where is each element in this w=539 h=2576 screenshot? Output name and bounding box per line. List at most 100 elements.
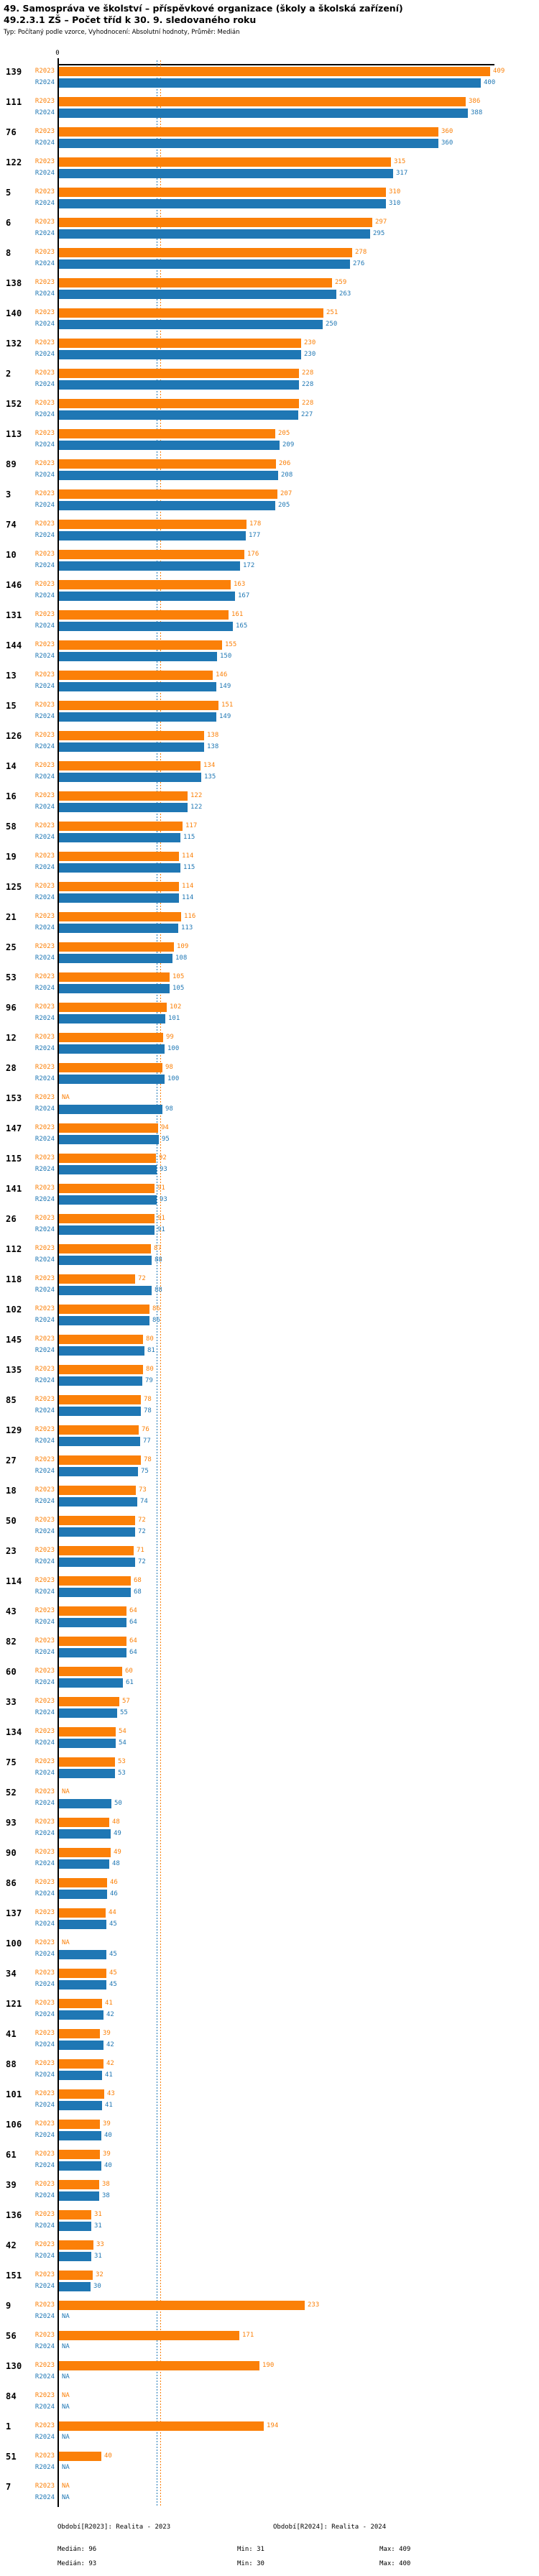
series-label-r2024: R2024 (34, 1860, 55, 1867)
series-label-r2023: R2023 (34, 1486, 55, 1494)
series-label-r2023: R2023 (34, 1909, 55, 1916)
category-label: 96 (6, 1003, 17, 1013)
value-label: 42 (106, 2060, 114, 2067)
category-label: 50 (6, 1516, 17, 1526)
value-label: 33 (96, 2241, 104, 2248)
value-label: 251 (326, 309, 338, 316)
category-label: 130 (6, 2361, 22, 2371)
stat-min-2023: Min: 31 (237, 2546, 264, 2553)
bar-r2023 (59, 731, 204, 740)
value-label: 31 (94, 2211, 102, 2218)
series-label-r2024: R2024 (34, 2071, 55, 2079)
series-label-r2023: R2023 (34, 551, 55, 558)
value-label: 150 (220, 653, 232, 660)
series-label-r2024: R2024 (34, 1166, 55, 1173)
bar-r2023 (59, 1425, 139, 1435)
value-label: 400 (484, 79, 496, 86)
bar-r2024 (59, 1890, 107, 1899)
series-label-r2024: R2024 (34, 2464, 55, 2471)
bar-r2024 (59, 229, 370, 239)
value-label: 39 (103, 2030, 111, 2037)
series-label-r2023: R2023 (34, 2362, 55, 2369)
value-label: 64 (129, 1619, 137, 1626)
series-label-r2024: R2024 (34, 1468, 55, 1475)
legend-period-2023: Období[R2023]: Realita - 2023 (57, 2524, 171, 2531)
series-label-r2024: R2024 (34, 2162, 55, 2169)
na-label: NA (62, 2404, 70, 2411)
series-label-r2024: R2024 (34, 1105, 55, 1113)
bar-r2024 (59, 1980, 106, 1990)
na-label: NA (62, 2343, 70, 2350)
value-label: 190 (262, 2362, 275, 2369)
bar-r2023 (59, 942, 174, 952)
chart-subtitle: 49.2.3.1 ZŠ – Počet tříd k 30. 9. sledov… (4, 14, 257, 25)
series-label-r2024: R2024 (34, 1075, 55, 1082)
category-label: 132 (6, 339, 22, 349)
series-label-r2023: R2023 (34, 1275, 55, 1282)
value-label: 102 (170, 1003, 182, 1011)
bar-r2023 (59, 1637, 126, 1646)
value-label: 176 (247, 551, 259, 558)
category-label: 152 (6, 399, 22, 409)
value-label: 177 (249, 532, 261, 539)
series-label-r2024: R2024 (34, 2011, 55, 2018)
bar-r2023 (59, 550, 244, 559)
series-label-r2023: R2023 (34, 309, 55, 316)
series-label-r2024: R2024 (34, 1347, 55, 1354)
category-label: 86 (6, 1878, 17, 1888)
bar-r2024 (59, 471, 278, 480)
bar-r2024 (59, 2161, 101, 2171)
series-label-r2024: R2024 (34, 109, 55, 116)
value-label: 230 (304, 351, 316, 358)
median-line-2023 (160, 60, 161, 2507)
bar-r2024 (59, 1739, 116, 1748)
value-label: 100 (167, 1045, 180, 1052)
value-label: 75 (141, 1468, 149, 1475)
category-label: 153 (6, 1093, 22, 1103)
value-label: 116 (184, 913, 196, 920)
bar-r2024 (59, 561, 240, 571)
bar-r2023 (59, 2120, 100, 2129)
series-label-r2023: R2023 (34, 158, 55, 165)
series-label-r2023: R2023 (34, 2483, 55, 2490)
series-label-r2024: R2024 (34, 139, 55, 147)
series-label-r2023: R2023 (34, 1335, 55, 1343)
series-label-r2023: R2023 (34, 2452, 55, 2460)
bar-r2024 (59, 803, 188, 812)
value-label: 146 (216, 671, 228, 678)
value-label: 194 (267, 2422, 279, 2429)
bar-r2024 (59, 1527, 135, 1537)
bar-r2023 (59, 1003, 167, 1012)
series-label-r2023: R2023 (34, 1154, 55, 1162)
bar-r2024 (59, 109, 468, 118)
value-label: 101 (168, 1015, 180, 1022)
series-label-r2023: R2023 (34, 2181, 55, 2188)
bar-r2024 (59, 1014, 165, 1024)
series-label-r2024: R2024 (34, 1256, 55, 1264)
stat-max-2024: Max: 400 (379, 2560, 411, 2567)
category-label: 34 (6, 1969, 17, 1979)
bar-r2023 (59, 2421, 264, 2431)
value-label: 41 (105, 2102, 113, 2109)
series-label-r2023: R2023 (34, 1849, 55, 1856)
category-label: 15 (6, 701, 17, 711)
series-label-r2023: R2023 (34, 2000, 55, 2007)
series-label-r2024: R2024 (34, 1045, 55, 1052)
series-label-r2024: R2024 (34, 924, 55, 932)
bar-r2023 (59, 429, 275, 438)
value-label: 263 (339, 290, 351, 298)
value-label: 88 (155, 1256, 162, 1264)
value-label: 40 (104, 2132, 112, 2139)
value-label: 360 (441, 139, 453, 147)
category-label: 106 (6, 2120, 22, 2130)
series-label-r2023: R2023 (34, 792, 55, 799)
category-label: 41 (6, 2029, 17, 2039)
value-label: 228 (302, 381, 314, 388)
series-label-r2024: R2024 (34, 1317, 55, 1324)
series-label-r2023: R2023 (34, 1366, 55, 1373)
bar-r2023 (59, 2059, 103, 2069)
series-label-r2023: R2023 (34, 702, 55, 709)
bar-r2024 (59, 290, 336, 299)
category-label: 136 (6, 2210, 22, 2220)
series-label-r2024: R2024 (34, 230, 55, 237)
